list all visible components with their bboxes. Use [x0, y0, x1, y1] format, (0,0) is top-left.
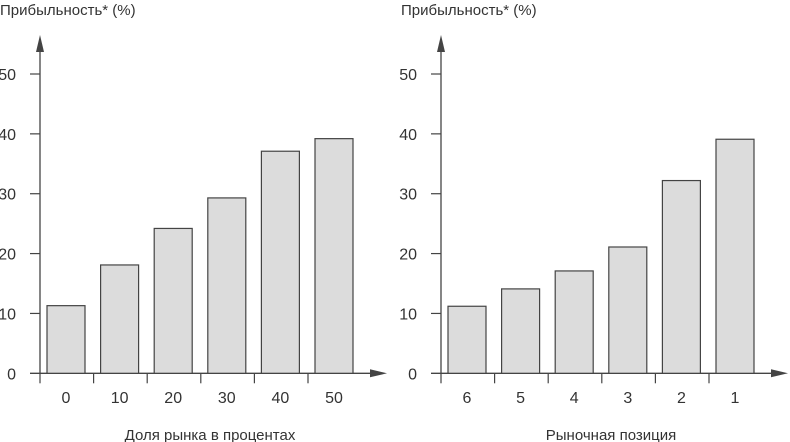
bar — [207, 197, 247, 374]
x-axis-arrow-icon — [370, 369, 387, 378]
y-tick-label: 20 — [0, 247, 16, 264]
bar — [314, 138, 354, 374]
x-tick-label: 6 — [463, 390, 472, 407]
x-tick-label: 0 — [62, 390, 71, 407]
chart-1: Прибыльность* (%) 0 10 20 30 40 50 0 10 20 30 40 50 Д… — [0, 2, 387, 442]
y-tick-label: 30 — [0, 187, 16, 204]
bar — [661, 179, 702, 374]
y-tick-label: 0 — [408, 366, 417, 383]
y-axis-arrow-icon — [36, 35, 44, 52]
x-tick-label: 5 — [516, 390, 525, 407]
x-tick-label: 1 — [731, 390, 740, 407]
bar — [99, 264, 140, 374]
bar — [608, 246, 648, 374]
x-tick-label: 2 — [677, 390, 686, 407]
x-tick-label: 10 — [111, 390, 129, 407]
x-tick-label: 20 — [164, 390, 182, 407]
bar — [501, 288, 541, 374]
y-tick-label: 40 — [0, 127, 16, 144]
y-axis-arrow-icon — [437, 35, 445, 52]
y-tick-label: 30 — [399, 187, 417, 204]
x-axis-label: Рыночная позиция — [546, 427, 676, 442]
x-tick-label: 50 — [325, 390, 343, 407]
bar — [554, 270, 594, 374]
y-tick-label: 10 — [399, 306, 417, 323]
bar — [447, 305, 487, 374]
bar — [260, 150, 300, 374]
bar — [153, 227, 193, 374]
x-tick-label: 4 — [570, 390, 579, 407]
y-tick-label: 0 — [7, 366, 16, 383]
bar — [46, 305, 86, 374]
x-tick-label: 30 — [218, 390, 236, 407]
chart-2: Прибыльность* (%) 0 10 20 30 40 50 6 5 4 3 2 1 Рыночн… — [399, 2, 788, 442]
y-tick-label: 50 — [399, 67, 417, 84]
y-tick-label: 40 — [399, 127, 417, 144]
y-tick-label: 50 — [0, 67, 16, 84]
x-axis-arrow-icon — [771, 369, 788, 378]
x-tick-label: 3 — [623, 390, 632, 407]
x-axis-label: Доля рынка в процентах — [125, 427, 296, 442]
y-tick-label: 10 — [0, 306, 16, 323]
bar — [715, 138, 755, 374]
x-tick-label: 40 — [272, 390, 290, 407]
y-axis-label: Прибыльность* (%) — [401, 2, 537, 19]
y-axis-label: Прибыльность* (%) — [0, 2, 136, 19]
y-tick-label: 20 — [399, 247, 417, 264]
